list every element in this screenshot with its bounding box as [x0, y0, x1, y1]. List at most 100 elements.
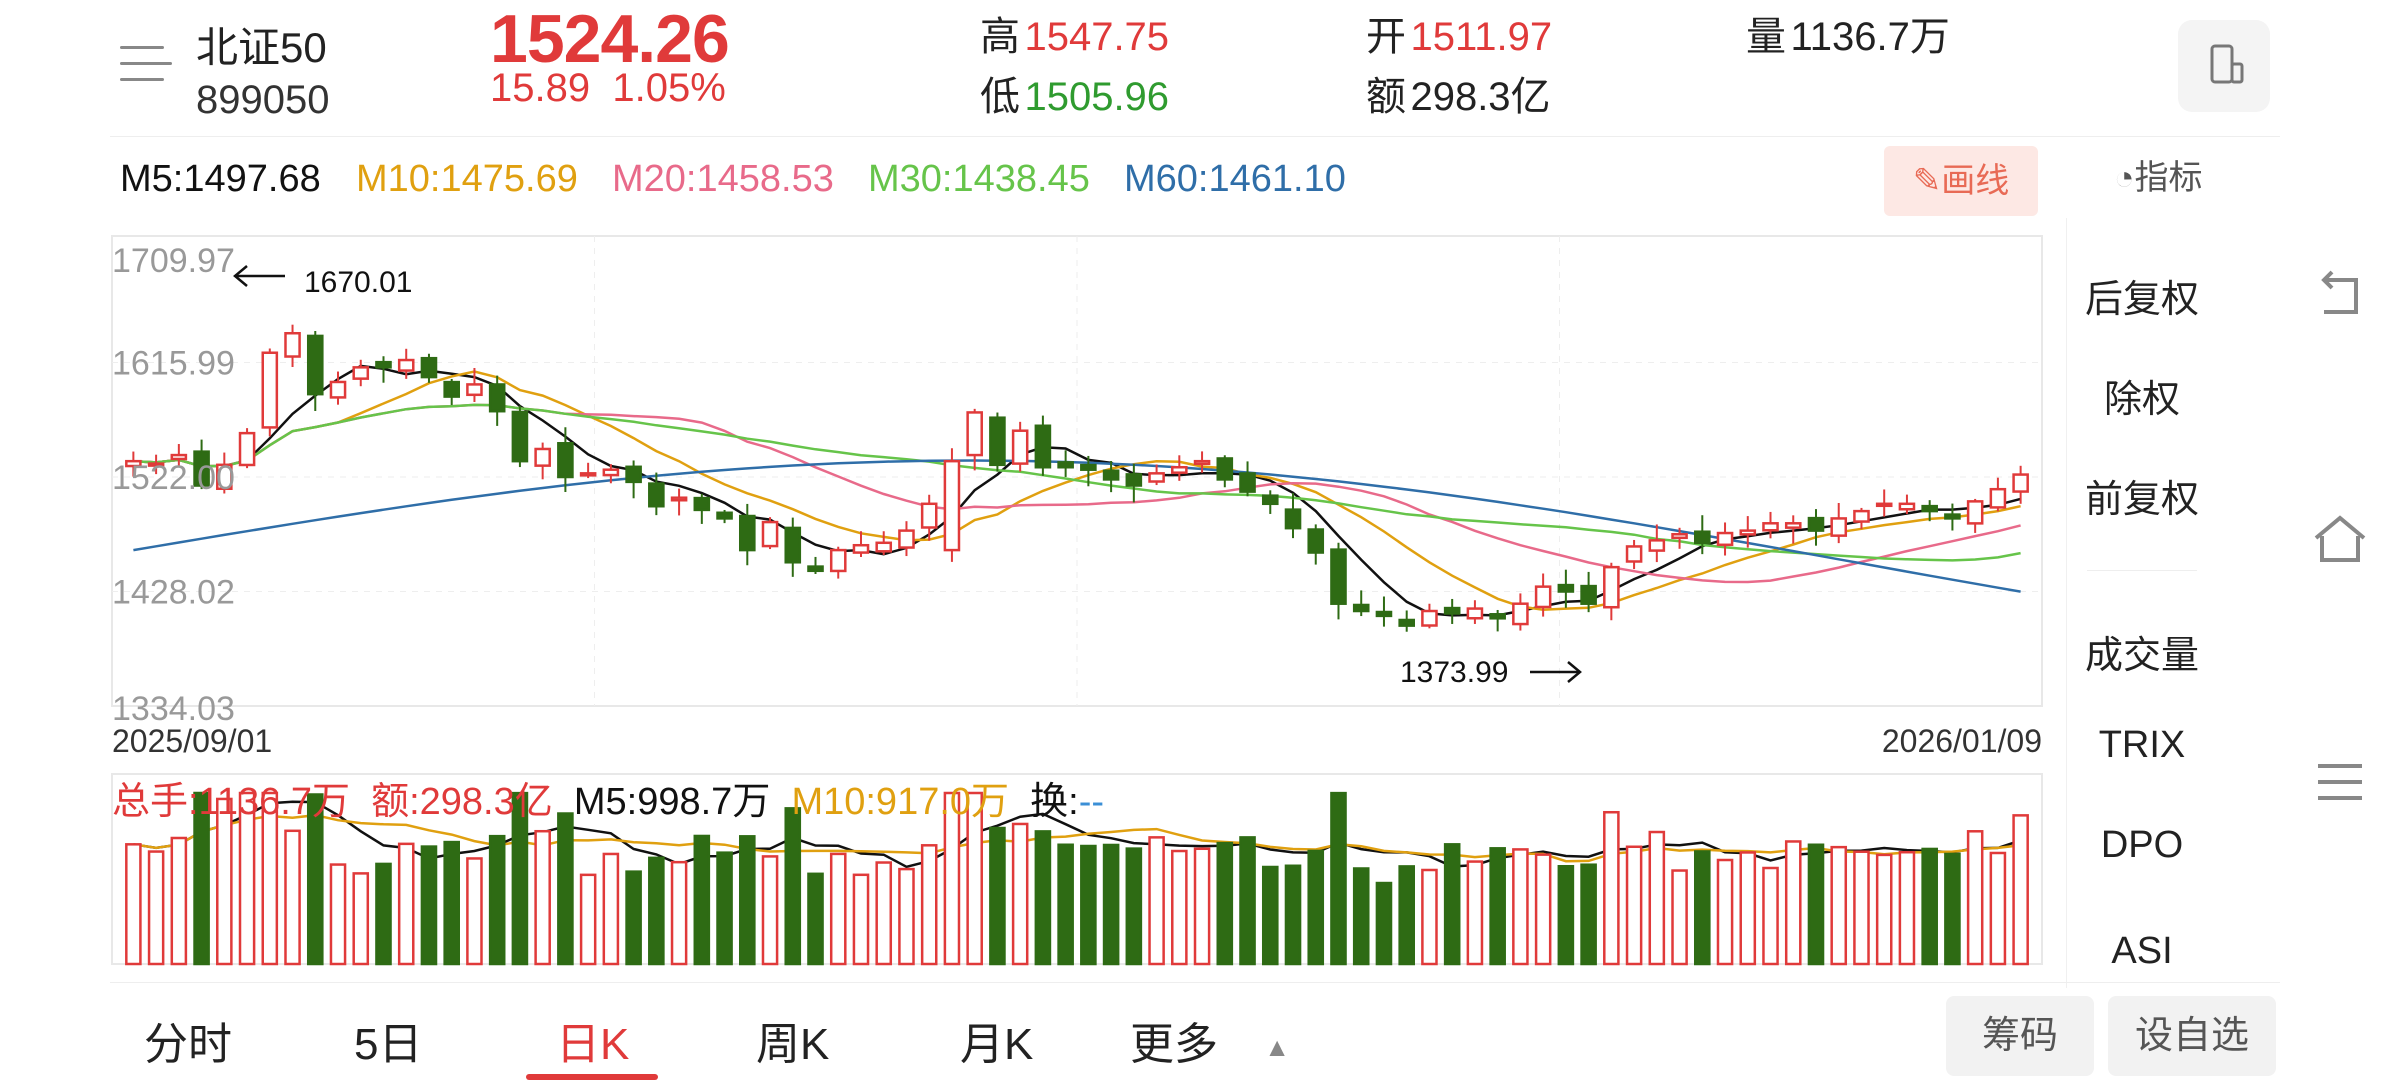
candle-down: [693, 496, 711, 512]
turnover-label: 换:: [1030, 781, 1079, 823]
candle-up: [1011, 429, 1029, 465]
tab-monthly-k[interactable]: 月K: [960, 1020, 1034, 1069]
adjust-pre-button[interactable]: 前复权: [2084, 479, 2199, 521]
indicator-button[interactable]: ◔指标: [2114, 150, 2203, 199]
volume-bar-up: [1875, 853, 1893, 966]
volume-bar-up: [875, 861, 893, 966]
candle-down: [1216, 457, 1234, 481]
candle-down: [1284, 508, 1302, 530]
tab-more[interactable]: 更多 ▲: [1130, 1008, 1290, 1072]
amount-stat: 额 298.3亿: [1366, 64, 1551, 122]
candle-up: [1853, 509, 1870, 523]
candle-down: [1398, 618, 1416, 627]
candle-down: [1102, 469, 1120, 481]
candle-down: [1557, 583, 1575, 593]
volume-bar-up: [966, 791, 983, 966]
indicator-trix-button[interactable]: TRIX: [2098, 724, 2186, 766]
home-icon[interactable]: [2310, 508, 2370, 568]
ma30-value: M30:1438.45: [868, 158, 1090, 200]
y-tick-label: 1428.02: [112, 574, 235, 612]
ma10-value: M10:1475.69: [356, 158, 578, 200]
volume-bar-up: [2012, 814, 2029, 966]
menu-icon[interactable]: [120, 42, 172, 88]
kline-chart[interactable]: 1709.97 1615.99 1522.00 1428.02 1334.03 2025…: [0, 0, 2060, 1000]
volume-bar-up: [1625, 845, 1643, 966]
caret-up-icon: ▲: [1264, 1031, 1290, 1062]
volume-bar-up: [352, 872, 370, 966]
candle-up: [1716, 531, 1734, 547]
candle-down: [1443, 606, 1461, 615]
candle-down: [420, 356, 438, 379]
volume-bar-up: [670, 860, 688, 966]
indicator-dpo-button[interactable]: DPO: [2100, 824, 2184, 866]
candle-up: [1171, 466, 1188, 474]
candle-down: [1375, 610, 1393, 618]
candle-up: [602, 468, 620, 477]
volume-bar-up: [1193, 847, 1211, 966]
indicator-asi-button[interactable]: ASI: [2111, 930, 2173, 972]
candle-up: [1784, 522, 1802, 529]
candle-up: [2012, 473, 2029, 493]
high-stat: 高 1547.75: [980, 4, 1169, 62]
x-axis-end-label: 2026/01/09: [1882, 723, 2042, 759]
volume-bar-down: [443, 840, 461, 966]
candles: [125, 324, 2029, 632]
candle-up: [966, 411, 983, 457]
candle-up: [1989, 487, 2007, 509]
low-value: 1505.96: [1024, 75, 1170, 119]
adjust-post-button[interactable]: 后复权: [2084, 279, 2199, 321]
open-stat: 开 1511.97: [1366, 4, 1552, 62]
adjust-ex-rights-button[interactable]: 除权: [2103, 379, 2180, 421]
candle-down: [193, 450, 210, 487]
tab-intraday[interactable]: 分时: [144, 1020, 232, 1069]
add-watchlist-button[interactable]: 设自选: [2108, 996, 2276, 1076]
volume-bar-down: [1125, 847, 1143, 966]
volume-bar-up: [898, 867, 915, 966]
volume-bar-up: [852, 873, 870, 966]
tab-daily-k[interactable]: 日K: [556, 1020, 630, 1069]
x-axis-start-label: 2025/09/01: [112, 723, 272, 759]
candle-up: [1898, 502, 1916, 511]
candle-down: [1352, 603, 1370, 613]
volume-bar-down: [1352, 867, 1370, 966]
back-icon[interactable]: [2310, 266, 2370, 326]
candle-down: [716, 511, 733, 520]
volume-bar-down: [1284, 864, 1302, 966]
high-annotation-label: 1670.01: [304, 266, 412, 299]
volume-bar-up: [1421, 868, 1438, 966]
ma30-line: [133, 403, 2021, 562]
chart-grid: [111, 235, 2043, 965]
chips-button[interactable]: 筹码: [1946, 996, 2094, 1076]
candle-up: [170, 453, 188, 461]
draw-line-button[interactable]: ✎画线: [1884, 146, 2038, 216]
candle-down: [1807, 516, 1825, 532]
indicator-volume-button[interactable]: 成交量: [2084, 635, 2199, 677]
tab-5day[interactable]: 5日: [354, 1020, 423, 1069]
amount-label: 额: [1366, 75, 1406, 119]
volume-value: 1136.7万: [1790, 15, 1950, 59]
volume-bar-up: [1830, 845, 1848, 966]
volume-bar-down: [1375, 881, 1393, 966]
candle-up: [147, 462, 165, 467]
candle-up: [670, 496, 688, 502]
volume-bar-down: [1216, 841, 1234, 966]
volume-bar-up: [238, 791, 256, 966]
tab-more-label: 更多: [1130, 1020, 1218, 1069]
panel-divider: [2087, 570, 2197, 571]
candle-up: [1625, 545, 1643, 563]
volume-ma5: M5:998.7万: [573, 781, 771, 823]
tab-weekly-k[interactable]: 周K: [756, 1020, 830, 1069]
candle-down: [443, 380, 461, 398]
candle-down: [1921, 504, 1938, 513]
y-tick-label: 1615.99: [112, 345, 235, 383]
volume-bar-down: [488, 834, 506, 966]
volume-total: 总手:1136.7万: [112, 781, 350, 823]
landscape-toggle-button[interactable]: [2178, 20, 2270, 112]
candle-down: [488, 383, 506, 413]
pencil-icon: ✎: [1912, 162, 1942, 200]
y-tick-label: 1334.03: [112, 690, 235, 728]
volume-bar-down: [1330, 791, 1347, 966]
volume-bar-down: [511, 791, 529, 966]
recent-apps-icon[interactable]: [2310, 752, 2370, 812]
candle-down: [306, 334, 324, 396]
